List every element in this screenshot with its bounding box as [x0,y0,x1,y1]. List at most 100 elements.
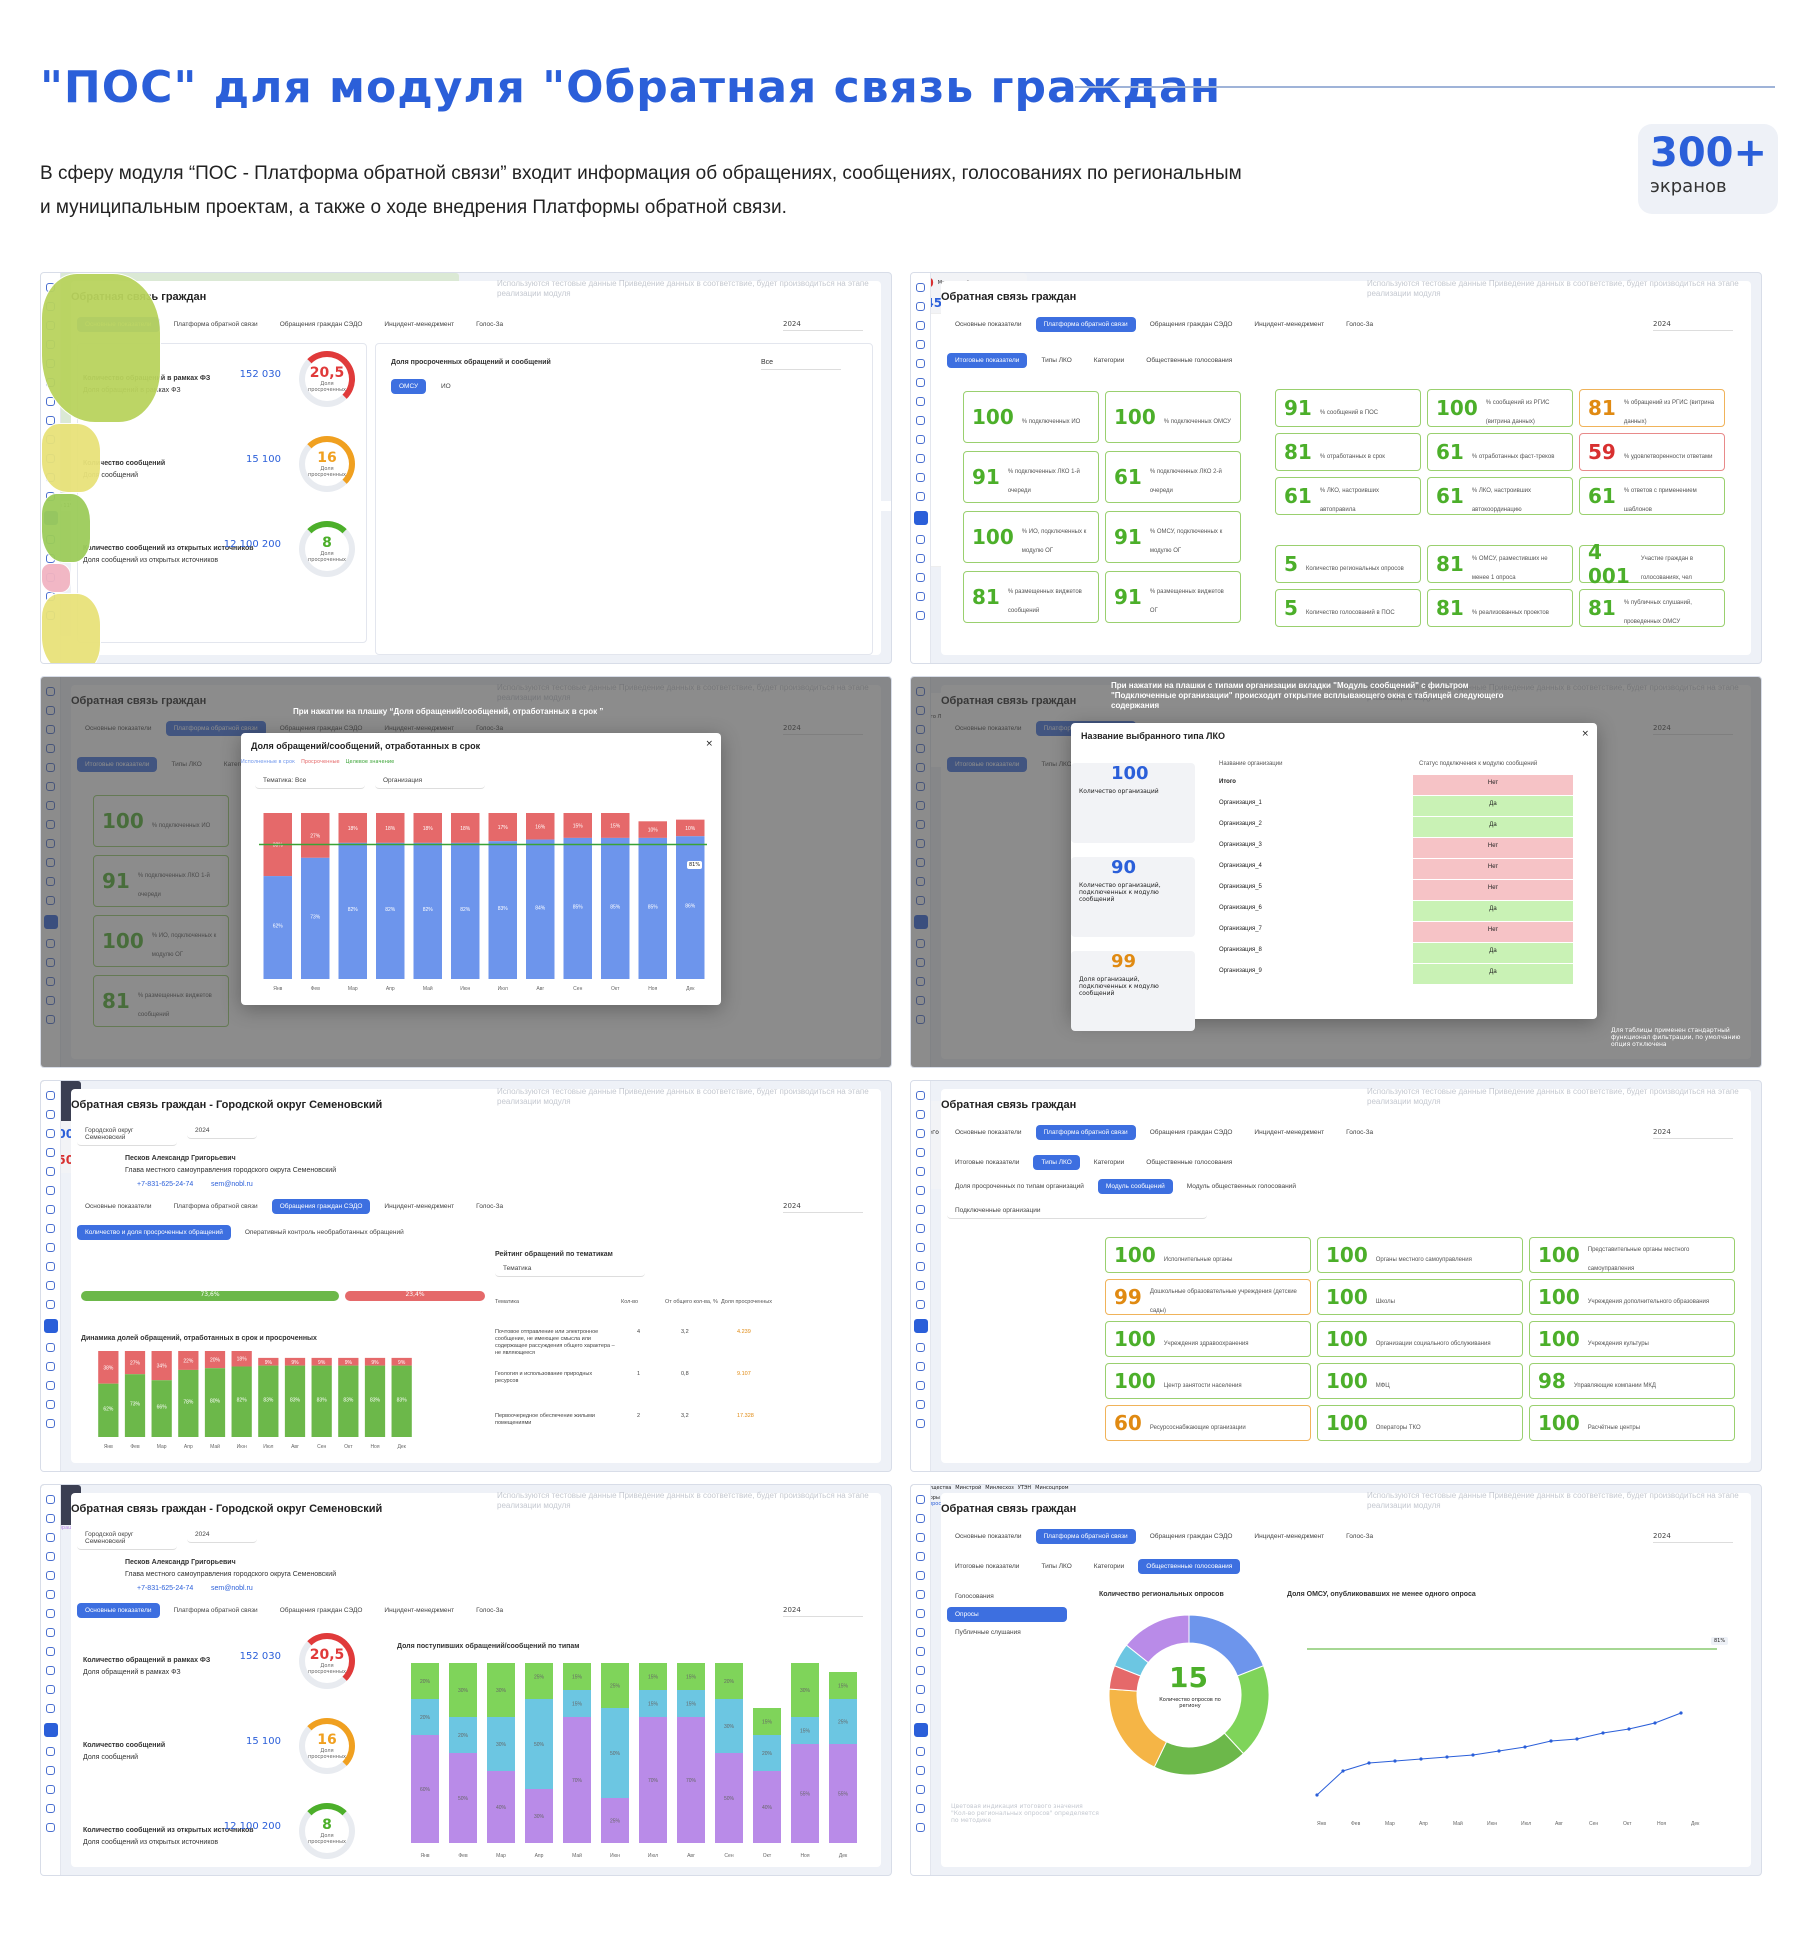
stack-segment[interactable] [715,1663,743,1699]
sidebar-nav-icon[interactable] [46,1571,55,1580]
sidebar-nav-icon[interactable] [916,1647,925,1656]
rating-filter[interactable]: Тематика [495,1261,645,1277]
sidebar-nav-icon[interactable] [916,1495,925,1504]
sidebar-nav-icon[interactable] [916,1262,925,1271]
tab-2[interactable]: Обращения граждан СЭДО [1141,317,1241,332]
sidebar-nav-icon[interactable] [46,1186,55,1195]
stack-segment[interactable] [639,1690,667,1717]
sidebar-nav-icon[interactable] [46,1281,55,1290]
sidebar-nav-icon[interactable] [46,1533,55,1542]
bar-overdue[interactable] [151,1351,172,1381]
filter-select[interactable]: Подключенные организации [947,1203,1207,1219]
kpi-card[interactable]: 100 Учреждения культуры [1529,1321,1735,1357]
bar-ontime[interactable] [526,839,555,979]
tab-2[interactable]: Обращения граждан СЭДО [271,1603,371,1618]
sidebar-nav-icon[interactable] [46,1419,55,1428]
tab-2[interactable]: Обращения граждан СЭДО [1141,1125,1241,1140]
sidebar-nav-icon[interactable] [46,1628,55,1637]
sidebar-nav-icon[interactable] [46,1747,55,1756]
subtab-2[interactable]: Категории [1085,1155,1133,1170]
kpi-card[interactable]: 61 % ЛКО, настроивших автокоординацию [1427,477,1573,515]
sidebar-nav-icon[interactable] [916,378,925,387]
tab-0[interactable]: Основные показатели [947,1125,1030,1140]
stack-segment[interactable] [601,1663,629,1708]
bar-overdue[interactable] [563,813,593,838]
bar-overdue[interactable] [638,821,668,838]
tab-3[interactable]: Инцидент-менеджмент [376,1603,463,1618]
sidebar-nav-icon[interactable] [916,1747,925,1756]
bar-overdue[interactable] [338,813,368,843]
stack-segment[interactable] [525,1663,553,1699]
subtab-0[interactable]: Доля просроченных по типам организаций [947,1179,1092,1194]
stack-segment[interactable] [753,1735,781,1771]
sidebar-nav-icon[interactable] [916,473,925,482]
stack-segment[interactable] [715,1753,743,1843]
bar-overdue[interactable] [364,1357,386,1366]
stack-segment[interactable] [791,1744,819,1843]
bar-overdue[interactable] [98,1351,119,1384]
kpi-card[interactable]: 81 % размещенных виджетов сообщений [963,571,1099,623]
sidebar-nav-icon[interactable] [916,359,925,368]
map-filter[interactable]: Все [761,357,841,370]
subtab-2[interactable]: Категории [1085,1559,1133,1574]
kpi-card[interactable]: 91 % ОМСУ, подключенных к модулю ОГ [1105,511,1241,563]
subtab-3[interactable]: Общественные голосования [1138,353,1241,368]
sidebar-nav-icon[interactable] [46,1400,55,1409]
tab-1[interactable]: Платформа обратной связи [1035,1125,1136,1140]
bar-ontime[interactable] [413,842,443,979]
sidebar-nav-icon[interactable] [46,1205,55,1214]
sidebar-nav-icon[interactable] [46,1300,55,1309]
kpi-card[interactable]: 61 % ответов с применением шаблонов [1579,477,1725,515]
bar-ontime[interactable] [284,1365,306,1437]
kpi-card[interactable]: 5 Количество региональных опросов [1275,545,1421,583]
tab-1[interactable]: Платформа обратной связи [165,1199,266,1214]
kpi-card[interactable]: 81 % реализованных проектов [1427,589,1573,627]
tab-2[interactable]: Обращения граждан СЭДО [271,317,371,332]
sidebar-nav-icon[interactable] [916,1571,925,1580]
stack-segment[interactable] [525,1789,553,1843]
kpi-card[interactable]: 100 Организации социального обслуживания [1317,1321,1523,1357]
tab-4[interactable]: Голос-За [468,1603,512,1618]
bar-ontime[interactable] [151,1380,172,1437]
kpi-card[interactable]: 100 МФЦ [1317,1363,1523,1399]
kpi-card[interactable]: 100 % подключенных ИО [963,391,1099,443]
kpi-card[interactable]: 81 % ОМСУ, разместивших не менее 1 опроса [1427,545,1573,583]
sidebar-nav-icon[interactable] [916,454,925,463]
bar-ontime[interactable] [391,1365,412,1437]
sidebar-nav-icon[interactable] [916,397,925,406]
stack-segment[interactable] [411,1699,439,1735]
sidebar-nav-icon[interactable] [916,1224,925,1233]
bar-overdue[interactable] [376,813,405,843]
subtab-2[interactable]: Категории [1085,353,1133,368]
bar-ontime[interactable] [601,837,630,979]
kpi-card[interactable]: 100 % ИО, подключенных к модулю ОГ [963,511,1099,563]
tab-3[interactable]: Инцидент-менеджмент [1246,1529,1333,1544]
bar-ontime[interactable] [204,1368,226,1437]
sidebar-nav-icon[interactable] [916,1533,925,1542]
bar-ontime[interactable] [338,1365,359,1437]
sidebar-nav-icon[interactable] [916,1300,925,1309]
tab-0[interactable]: Основные показатели [77,1199,160,1214]
bar-ontime[interactable] [301,857,330,979]
stack-segment[interactable] [487,1717,515,1771]
kpi-card[interactable]: 81 % публичных слушаний, проведенных ОМСУ [1579,589,1725,627]
sidebar-nav-icon[interactable] [916,1628,925,1637]
sidebar-nav-icon[interactable] [916,1666,925,1675]
year-select[interactable]: 2024 [1653,1532,1733,1543]
sidebar-nav-icon[interactable] [46,1495,55,1504]
stack-segment[interactable] [753,1771,781,1843]
tab-3[interactable]: Инцидент-менеджмент [376,1199,463,1214]
tab-1[interactable]: Платформа обратной связи [165,317,266,332]
kpi-card[interactable]: 100 Исполнительные органы [1105,1237,1311,1273]
bar-ontime[interactable] [311,1365,332,1437]
subtab-2[interactable]: Модуль общественных голосований [1178,1179,1304,1194]
sidebar-nav-icon[interactable] [916,1167,925,1176]
kpi-card[interactable]: 61 % отработанных фаст-треков [1427,433,1573,471]
sidebar-nav-icon[interactable] [916,1804,925,1813]
sidebar-nav-icon[interactable] [46,1609,55,1618]
bar-ontime[interactable] [258,1365,279,1437]
bar-ontime[interactable] [263,876,293,979]
sidebar-nav-icon[interactable] [46,1110,55,1119]
kpi-card[interactable]: 100 % подключенных ОМСУ [1105,391,1241,443]
donut-slice[interactable] [1153,1732,1245,1776]
